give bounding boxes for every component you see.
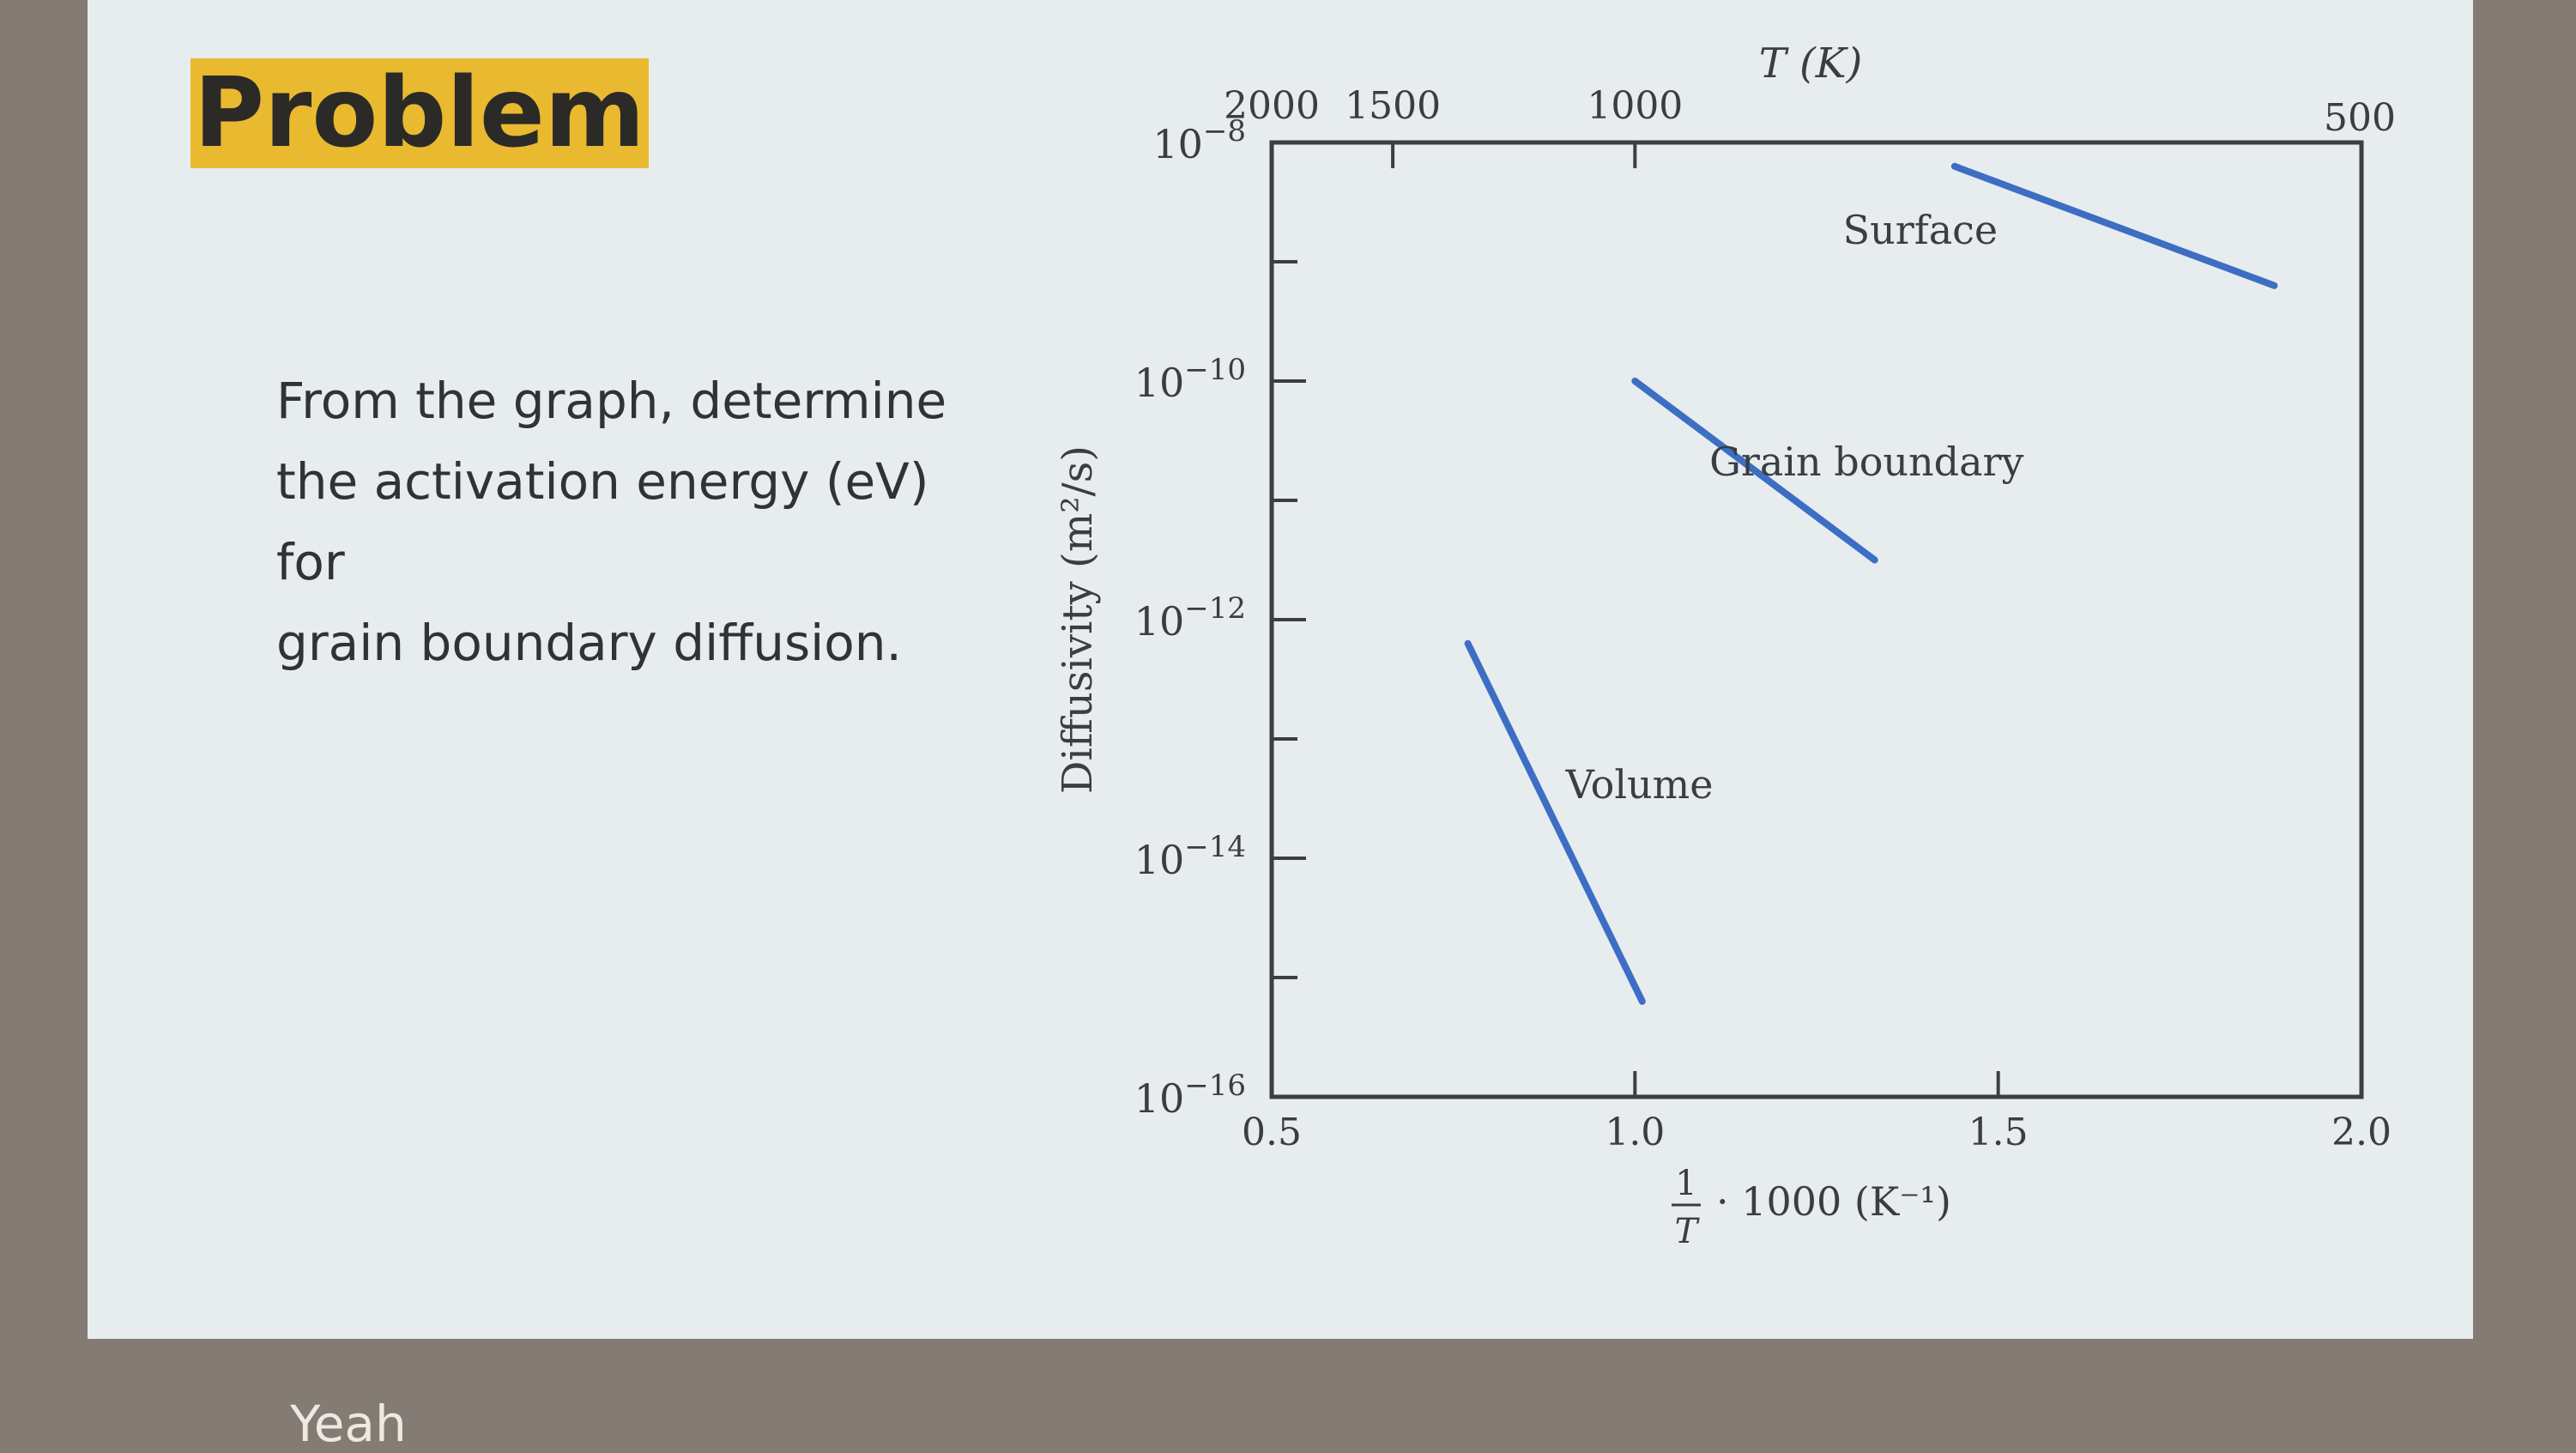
top-tick-label: 1000	[1587, 84, 1683, 128]
y-tick-label: 10−8	[1152, 114, 1246, 167]
x-tick-label: 1.0	[1605, 1111, 1665, 1154]
top-tick-label: 2000	[1224, 84, 1320, 128]
y-tick-label: 10−16	[1134, 1069, 1246, 1122]
problem-statement: From the graph, determine the activation…	[276, 360, 997, 683]
plot-frame	[1269, 140, 2364, 1099]
x-tick-label: 2.0	[2331, 1111, 2392, 1154]
problem-line-3: grain boundary diffusion.	[276, 614, 902, 672]
y-tick-label: 10−10	[1134, 353, 1246, 406]
x-label-denominator: T	[1675, 1212, 1701, 1251]
top-tick-label: 1500	[1345, 84, 1441, 128]
slide	[88, 0, 2473, 1339]
series-label: Surface	[1843, 207, 1999, 253]
series-line	[1950, 162, 2278, 289]
x-axis-ticks: 0.5 1.0 1.5 2.0	[1242, 1071, 2392, 1154]
y-tick-label: 10−14	[1134, 830, 1246, 883]
problem-line-2: the activation energy (eV) for	[276, 452, 929, 591]
x-tick-label: 1.5	[1968, 1111, 2029, 1154]
top-axis-label: T (K)	[1759, 39, 1863, 88]
x-axis-label: 1 T · 1000 (K⁻¹)	[1672, 1164, 1951, 1251]
series-label: Grain boundary	[1709, 439, 2023, 485]
x-label-text: · 1000 (K⁻¹)	[1716, 1178, 1951, 1225]
y-tick-label: 10−12	[1134, 591, 1246, 645]
series-line	[1464, 639, 1646, 1005]
caption-text: Yeah	[290, 1395, 407, 1453]
x-tick-label: 0.5	[1242, 1111, 1302, 1154]
data-series: Surface Grain boundary Volume	[1464, 162, 2278, 1005]
series-line	[1631, 378, 1878, 564]
series-label: Volume	[1565, 761, 1714, 808]
problem-line-1: From the graph, determine	[276, 372, 947, 430]
slide-title: Problem	[190, 58, 649, 168]
x-label-numerator: 1	[1675, 1164, 1696, 1203]
top-tick-label: 500	[2324, 96, 2396, 140]
y-axis-ticks: 10−8 10−10 10−12 10−14 10−16	[1134, 114, 1306, 1122]
y-axis-label: Diffusivity (m²/s)	[1054, 445, 1102, 794]
top-axis-ticks: 2000 1500 1000 500	[1224, 84, 2396, 168]
